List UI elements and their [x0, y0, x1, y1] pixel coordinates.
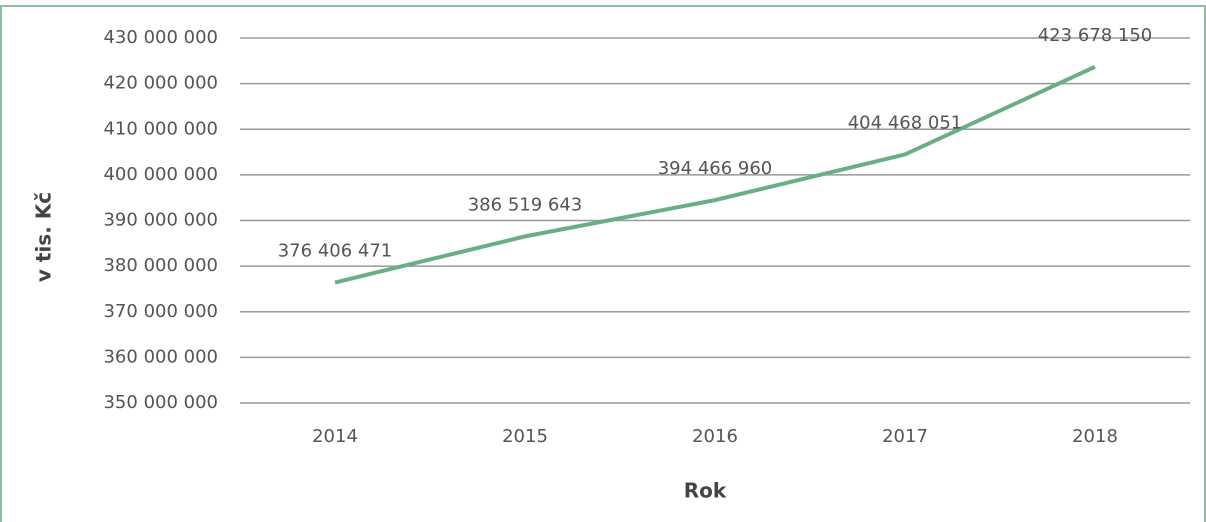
y-tick-label: 380 000 000 [103, 255, 218, 276]
data-label: 404 468 051 [848, 112, 963, 133]
y-tick-label: 350 000 000 [103, 392, 218, 413]
y-tick-label: 390 000 000 [103, 210, 218, 231]
data-label: 376 406 471 [278, 241, 393, 262]
data-label: 423 678 150 [1038, 25, 1153, 46]
data-line [334, 65, 1096, 285]
y-tick-label: 400 000 000 [103, 164, 218, 185]
y-tick-label: 420 000 000 [103, 73, 218, 94]
y-tick-label: 360 000 000 [103, 346, 218, 367]
x-tick-label: 2018 [1072, 426, 1118, 447]
x-tick-label: 2016 [692, 426, 738, 447]
x-tick-label: 2015 [502, 426, 548, 447]
frame [0, 5, 1206, 522]
data-label: 394 466 960 [658, 158, 773, 179]
x-tick-label: 2014 [312, 426, 358, 447]
y-tick-label: 370 000 000 [103, 301, 218, 322]
y-tick-label: 410 000 000 [103, 118, 218, 139]
y-axis-title: v tis. Kč [32, 192, 56, 282]
data-label: 386 519 643 [468, 194, 583, 215]
x-tick-label: 2017 [882, 426, 928, 447]
x-axis-title: Rok [684, 479, 727, 503]
y-tick-label: 430 000 000 [103, 27, 218, 48]
